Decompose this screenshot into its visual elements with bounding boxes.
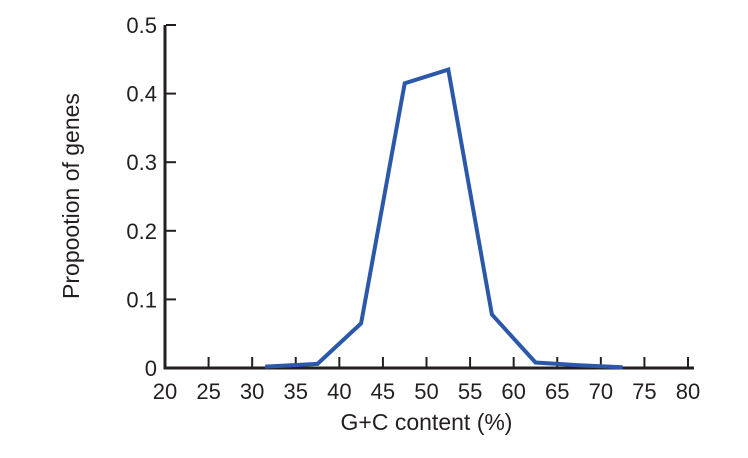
x-tick-label: 35 (284, 379, 308, 404)
y-tick-label: 0.2 (126, 219, 157, 244)
x-tick-label: 60 (501, 379, 525, 404)
y-tick-label: 0.1 (126, 287, 157, 312)
y-tick-label: 0.4 (126, 82, 157, 107)
x-tick-label: 20 (153, 379, 177, 404)
x-tick-label: 50 (414, 379, 438, 404)
x-tick-label: 40 (327, 379, 351, 404)
y-tick-label: 0.3 (126, 150, 157, 175)
x-tick-label: 80 (676, 379, 700, 404)
data-line (265, 67, 623, 370)
y-axis-label: Propootion of genes (58, 93, 84, 299)
x-tick-label: 45 (371, 379, 395, 404)
x-tick-label: 70 (589, 379, 613, 404)
x-tick-label: 75 (632, 379, 656, 404)
x-tick-label: 55 (458, 379, 482, 404)
x-tick-label: 25 (196, 379, 220, 404)
y-tick-label: 0.5 (126, 13, 157, 38)
y-tick-label: 0 (145, 356, 157, 381)
x-tick-label: 30 (240, 379, 264, 404)
x-axis-label: G+C content (%) (340, 409, 513, 435)
x-tick-label: 65 (545, 379, 569, 404)
